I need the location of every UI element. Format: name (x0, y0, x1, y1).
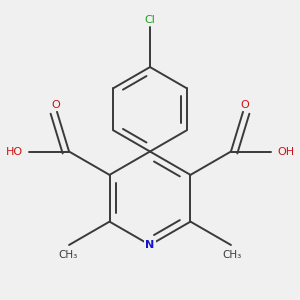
Text: O: O (240, 100, 249, 110)
Text: HO: HO (5, 146, 23, 157)
Text: O: O (51, 100, 60, 110)
Text: N: N (146, 240, 154, 250)
Text: CH₃: CH₃ (58, 250, 77, 260)
Text: CH₃: CH₃ (223, 250, 242, 260)
Text: Cl: Cl (145, 15, 155, 25)
Text: OH: OH (277, 146, 295, 157)
